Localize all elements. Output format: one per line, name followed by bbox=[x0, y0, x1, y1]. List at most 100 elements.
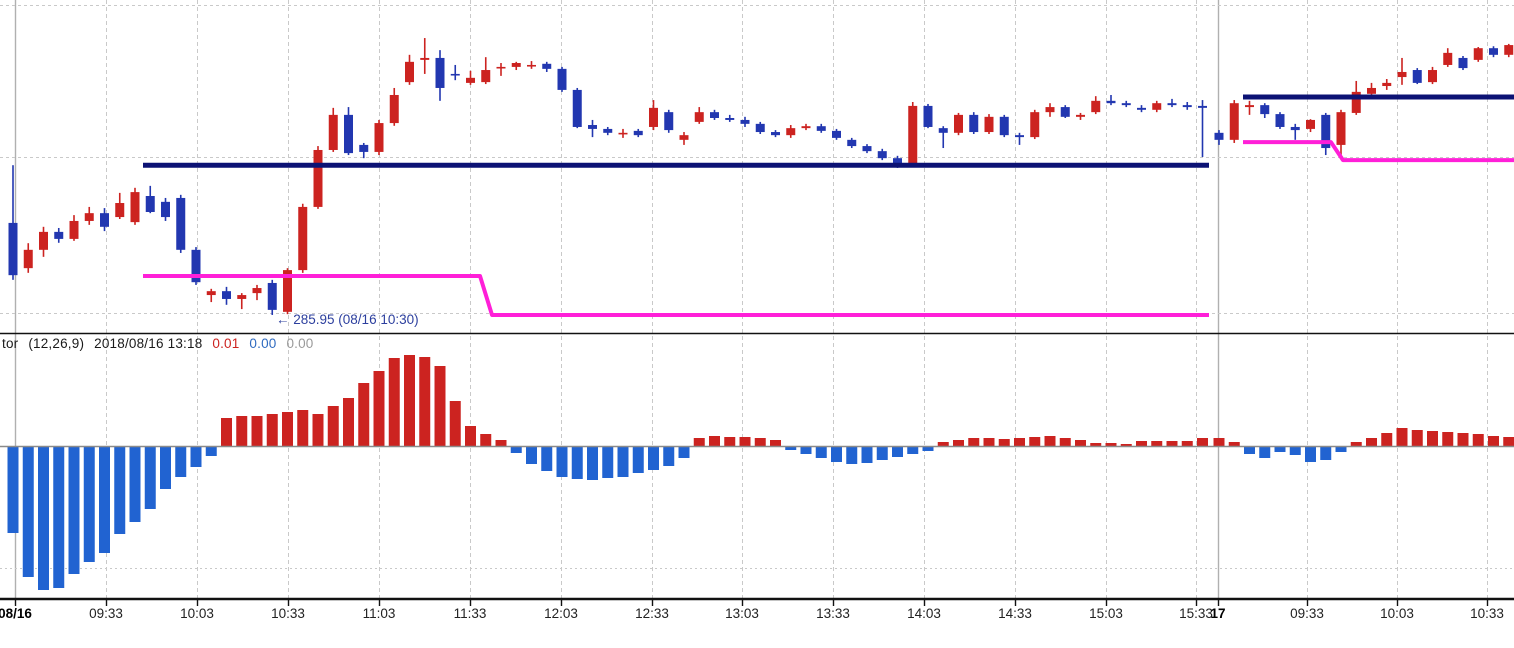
candle-body bbox=[1030, 112, 1040, 138]
candle-body bbox=[252, 288, 262, 294]
histogram-bar bbox=[1014, 438, 1025, 446]
axis-label: 10:33 bbox=[271, 606, 305, 621]
candle-body bbox=[420, 57, 430, 60]
histogram-bar bbox=[1181, 441, 1193, 446]
candle-body bbox=[8, 222, 18, 276]
histogram-bar bbox=[510, 446, 522, 453]
histogram-bar bbox=[617, 446, 629, 477]
histogram-bar bbox=[114, 446, 126, 534]
histogram-bar bbox=[1381, 433, 1393, 446]
histogram-bar bbox=[861, 446, 873, 463]
low-price-annotation: ← 285.95 (08/16 10:30) bbox=[276, 312, 419, 327]
candle-body bbox=[786, 128, 796, 136]
candle-body bbox=[1458, 57, 1468, 69]
magenta-level-day2 bbox=[1243, 140, 1514, 163]
candle-body bbox=[1397, 71, 1407, 78]
indicator-datetime: 2018/08/16 13:18 bbox=[94, 336, 203, 351]
histogram-bar bbox=[236, 416, 248, 446]
histogram-bar bbox=[327, 406, 339, 446]
candle-body bbox=[161, 201, 170, 218]
histogram-bar bbox=[404, 355, 415, 446]
histogram-bar bbox=[68, 446, 80, 574]
histogram-bar bbox=[892, 446, 903, 457]
candle-body bbox=[557, 68, 567, 90]
candle-body bbox=[1443, 52, 1453, 65]
candle-body bbox=[1489, 48, 1498, 55]
candle-body bbox=[1076, 114, 1085, 117]
histogram-bar bbox=[1044, 436, 1056, 446]
histogram-bar bbox=[1075, 440, 1086, 446]
candle-body bbox=[481, 70, 491, 83]
candle-body bbox=[1106, 100, 1116, 104]
histogram-bar bbox=[1350, 442, 1362, 446]
candle-body bbox=[679, 135, 689, 140]
histogram-bar bbox=[587, 446, 598, 480]
candle-body bbox=[862, 146, 872, 152]
histogram-bar bbox=[1442, 432, 1454, 446]
axis-label: 15:33 bbox=[1179, 606, 1213, 621]
candle-body bbox=[1245, 105, 1254, 108]
axis-label: 14:33 bbox=[998, 606, 1032, 621]
histogram-bar bbox=[1090, 443, 1102, 446]
axis-label: 17 bbox=[1210, 606, 1226, 621]
histogram-bar bbox=[22, 446, 34, 577]
histogram-bar bbox=[7, 446, 19, 533]
candle-body bbox=[1015, 135, 1024, 138]
candle-body bbox=[328, 114, 338, 150]
histogram-bar bbox=[419, 357, 431, 446]
candle-body bbox=[145, 196, 155, 212]
candle-body bbox=[222, 291, 231, 299]
histogram-bar bbox=[770, 440, 781, 446]
histogram-bar bbox=[541, 446, 553, 471]
indicator-readout: tor (12,26,9) 2018/08/16 13:18 0.01 0.00… bbox=[2, 336, 320, 351]
candle-body bbox=[1382, 82, 1392, 87]
histogram-bar bbox=[1366, 438, 1377, 446]
candle-body bbox=[938, 128, 948, 133]
candle-body bbox=[969, 114, 979, 133]
histogram-bar bbox=[221, 418, 232, 446]
histogram-bar bbox=[1197, 438, 1208, 446]
candle-body bbox=[1260, 105, 1270, 115]
candle-body bbox=[389, 94, 399, 124]
candle-body bbox=[191, 249, 201, 283]
histogram-bar bbox=[1120, 444, 1132, 446]
histogram-bar bbox=[754, 438, 766, 446]
candle-body bbox=[1152, 103, 1162, 110]
histogram-bar bbox=[282, 412, 293, 446]
histogram-bar bbox=[693, 438, 705, 446]
histogram-bar bbox=[937, 442, 949, 446]
histogram-bar bbox=[953, 440, 964, 446]
histogram-bar bbox=[1488, 436, 1499, 446]
histogram-bar bbox=[556, 446, 568, 477]
candle-body bbox=[1473, 48, 1483, 60]
histogram-bar bbox=[373, 371, 385, 446]
histogram-bar bbox=[38, 446, 49, 590]
candle-body bbox=[588, 125, 597, 129]
histogram-bar bbox=[1411, 430, 1423, 446]
candle-body bbox=[1504, 45, 1514, 55]
histogram-bar bbox=[1427, 431, 1438, 446]
candle-body bbox=[39, 231, 48, 250]
histogram-bar bbox=[1289, 446, 1301, 455]
histogram-bar bbox=[709, 436, 720, 446]
histogram-bar bbox=[388, 358, 400, 446]
histogram-bar bbox=[1136, 441, 1147, 446]
candle-body bbox=[1336, 112, 1346, 145]
candle-body bbox=[771, 132, 780, 136]
candle-body bbox=[1182, 105, 1192, 108]
histogram-bar bbox=[160, 446, 171, 489]
candle-body bbox=[466, 77, 475, 83]
candle-body bbox=[542, 63, 552, 69]
candle-body bbox=[54, 231, 64, 239]
histogram-bar bbox=[83, 446, 95, 562]
histogram-bar bbox=[1029, 437, 1041, 446]
candle-body bbox=[267, 282, 277, 310]
histogram-bar bbox=[53, 446, 65, 588]
axis-label: 12:03 bbox=[544, 606, 578, 621]
histogram-bar bbox=[1213, 438, 1225, 446]
axis-label: 13:03 bbox=[725, 606, 759, 621]
histogram-bar bbox=[1151, 441, 1163, 446]
histogram-bar bbox=[99, 446, 110, 553]
histogram-bar bbox=[1503, 437, 1514, 446]
